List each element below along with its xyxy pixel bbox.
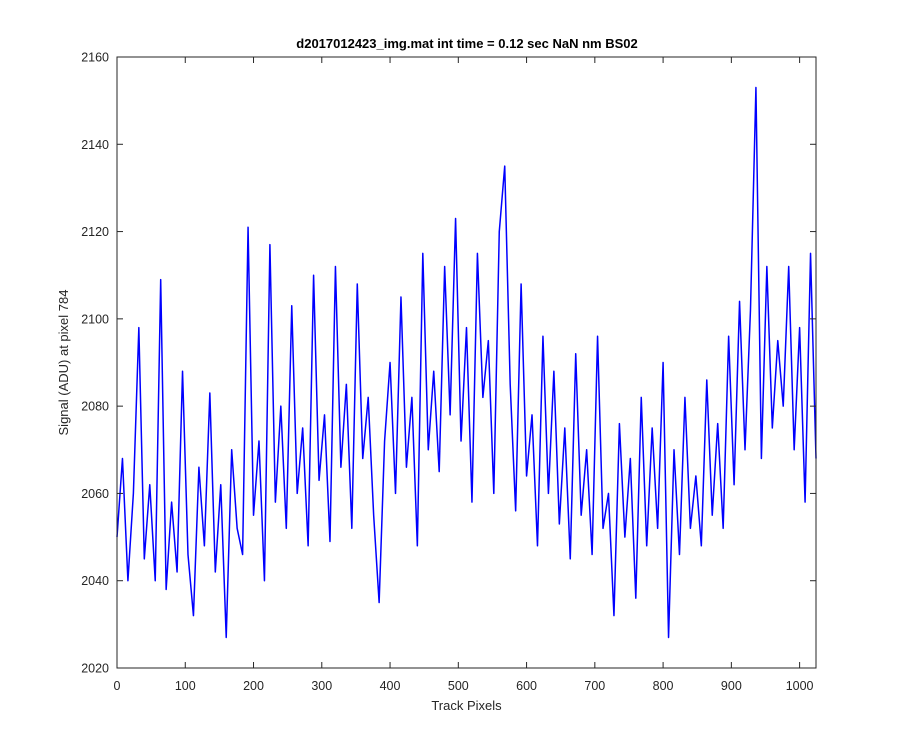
x-tick-label: 1000 [786, 679, 814, 693]
y-tick-label: 2100 [81, 312, 109, 326]
y-axis-label: Signal (ADU) at pixel 784 [56, 290, 71, 436]
y-axis: 2020 2040 2060 2080 2100 2120 2140 2160 [81, 51, 816, 676]
x-tick-label: 300 [311, 679, 332, 693]
y-tick-label: 2080 [81, 400, 109, 414]
series-line-0 [116, 86, 817, 639]
plot-frame [116, 56, 817, 669]
x-tick-label: 400 [380, 679, 401, 693]
y-tick-label: 2020 [81, 662, 109, 676]
x-tick-label: 600 [516, 679, 537, 693]
x-tick-label: 0 [114, 679, 121, 693]
y-tick-label: 2120 [81, 225, 109, 239]
x-tick-label: 200 [243, 679, 264, 693]
y-tick-label: 2140 [81, 138, 109, 152]
x-tick-label: 700 [584, 679, 605, 693]
y-tick-label: 2160 [81, 51, 109, 65]
x-tick-label: 100 [175, 679, 196, 693]
series-layer [116, 86, 817, 639]
x-axis-label: Track Pixels [431, 698, 502, 713]
y-tick-label: 2040 [81, 574, 109, 588]
x-tick-label: 900 [721, 679, 742, 693]
y-tick-label: 2060 [81, 487, 109, 501]
x-tick-label: 500 [448, 679, 469, 693]
x-axis: 0 100 200 300 400 500 600 700 800 900 1000 [114, 57, 814, 693]
x-tick-label: 800 [653, 679, 674, 693]
chart-title: d2017012423_img.mat int time = 0.12 sec … [296, 36, 637, 51]
